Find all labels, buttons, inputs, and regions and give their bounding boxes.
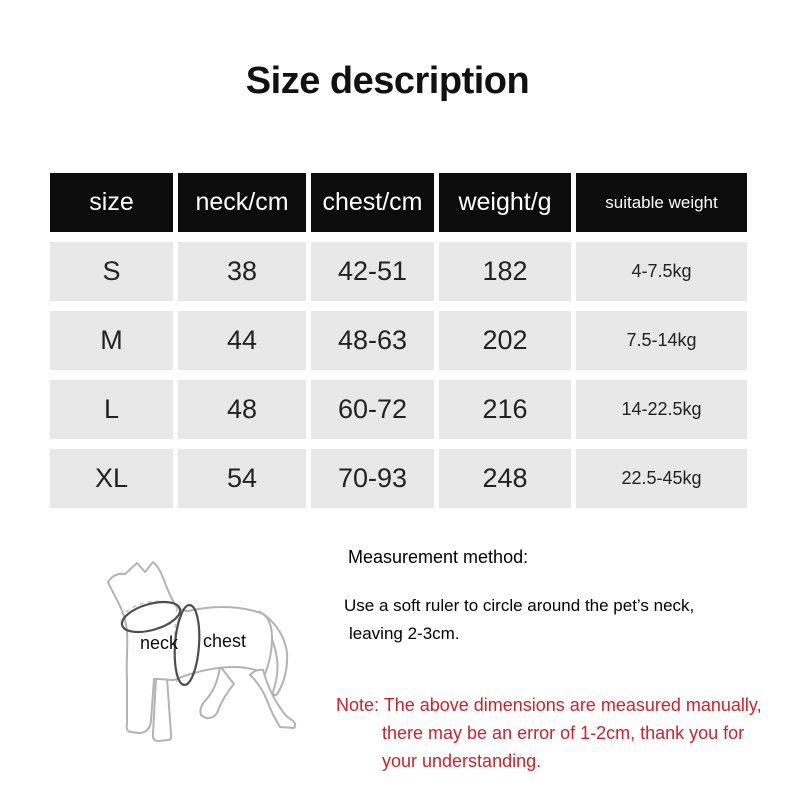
neck-label: neck [140, 633, 179, 653]
table-header-suitable-weight: suitable weight [576, 173, 747, 232]
table-cell-chest: 48-63 [311, 311, 434, 370]
dog-far-rear-leg [199, 665, 235, 720]
table-cell-neck: 48 [178, 380, 306, 439]
size-table: size neck/cm chest/cm weight/g suitable … [50, 173, 747, 508]
table-cell-size: L [50, 380, 173, 439]
table-cell-size: S [50, 242, 173, 301]
table-cell-chest: 42-51 [311, 242, 434, 301]
table-cell-chest: 60-72 [311, 380, 434, 439]
dog-tail [255, 611, 289, 697]
table-cell-weight: 182 [439, 242, 571, 301]
table-cell-size: M [50, 311, 173, 370]
table-cell-suitable-weight: 7.5-14kg [576, 311, 747, 370]
measurement-line-2: leaving 2-3cm. [349, 624, 460, 643]
chest-strap-loop [173, 603, 201, 687]
table-cell-weight: 216 [439, 380, 571, 439]
table-cell-weight: 202 [439, 311, 571, 370]
dog-body [107, 561, 273, 734]
measurement-method-heading: Measurement method: [348, 547, 529, 567]
table-header-weight: weight/g [439, 173, 571, 232]
table-cell-weight: 248 [439, 449, 571, 508]
dog-near-rear-leg [249, 668, 297, 729]
table-header-neck: neck/cm [178, 173, 306, 232]
table-cell-suitable-weight: 14-22.5kg [576, 380, 747, 439]
neck-strap-loop [120, 600, 182, 634]
measurement-method-text: Use a soft ruler to circle around the pe… [344, 592, 694, 648]
table-cell-neck: 54 [178, 449, 306, 508]
note-line-1: Note: The above dimensions are measured … [336, 695, 762, 715]
table-cell-suitable-weight: 22.5-45kg [576, 449, 747, 508]
table-cell-size: XL [50, 449, 173, 508]
table-header-chest: chest/cm [311, 173, 434, 232]
table-cell-chest: 70-93 [311, 449, 434, 508]
table-cell-neck: 44 [178, 311, 306, 370]
chest-label: chest [203, 631, 246, 651]
note-line-2: there may be an error of 1-2cm, thank yo… [382, 723, 745, 743]
manual-measurement-note: Note: The above dimensions are measured … [336, 691, 800, 775]
table-header-size: size [50, 173, 173, 232]
table-cell-suitable-weight: 4-7.5kg [576, 242, 747, 301]
note-line-3: your understanding. [382, 751, 542, 771]
dog-far-front-leg [151, 677, 173, 742]
table-cell-neck: 38 [178, 242, 306, 301]
measurement-line-1: Use a soft ruler to circle around the pe… [344, 596, 695, 615]
dog-measurement-diagram: neck chest [107, 561, 297, 742]
page-title: Size description [245, 60, 530, 102]
